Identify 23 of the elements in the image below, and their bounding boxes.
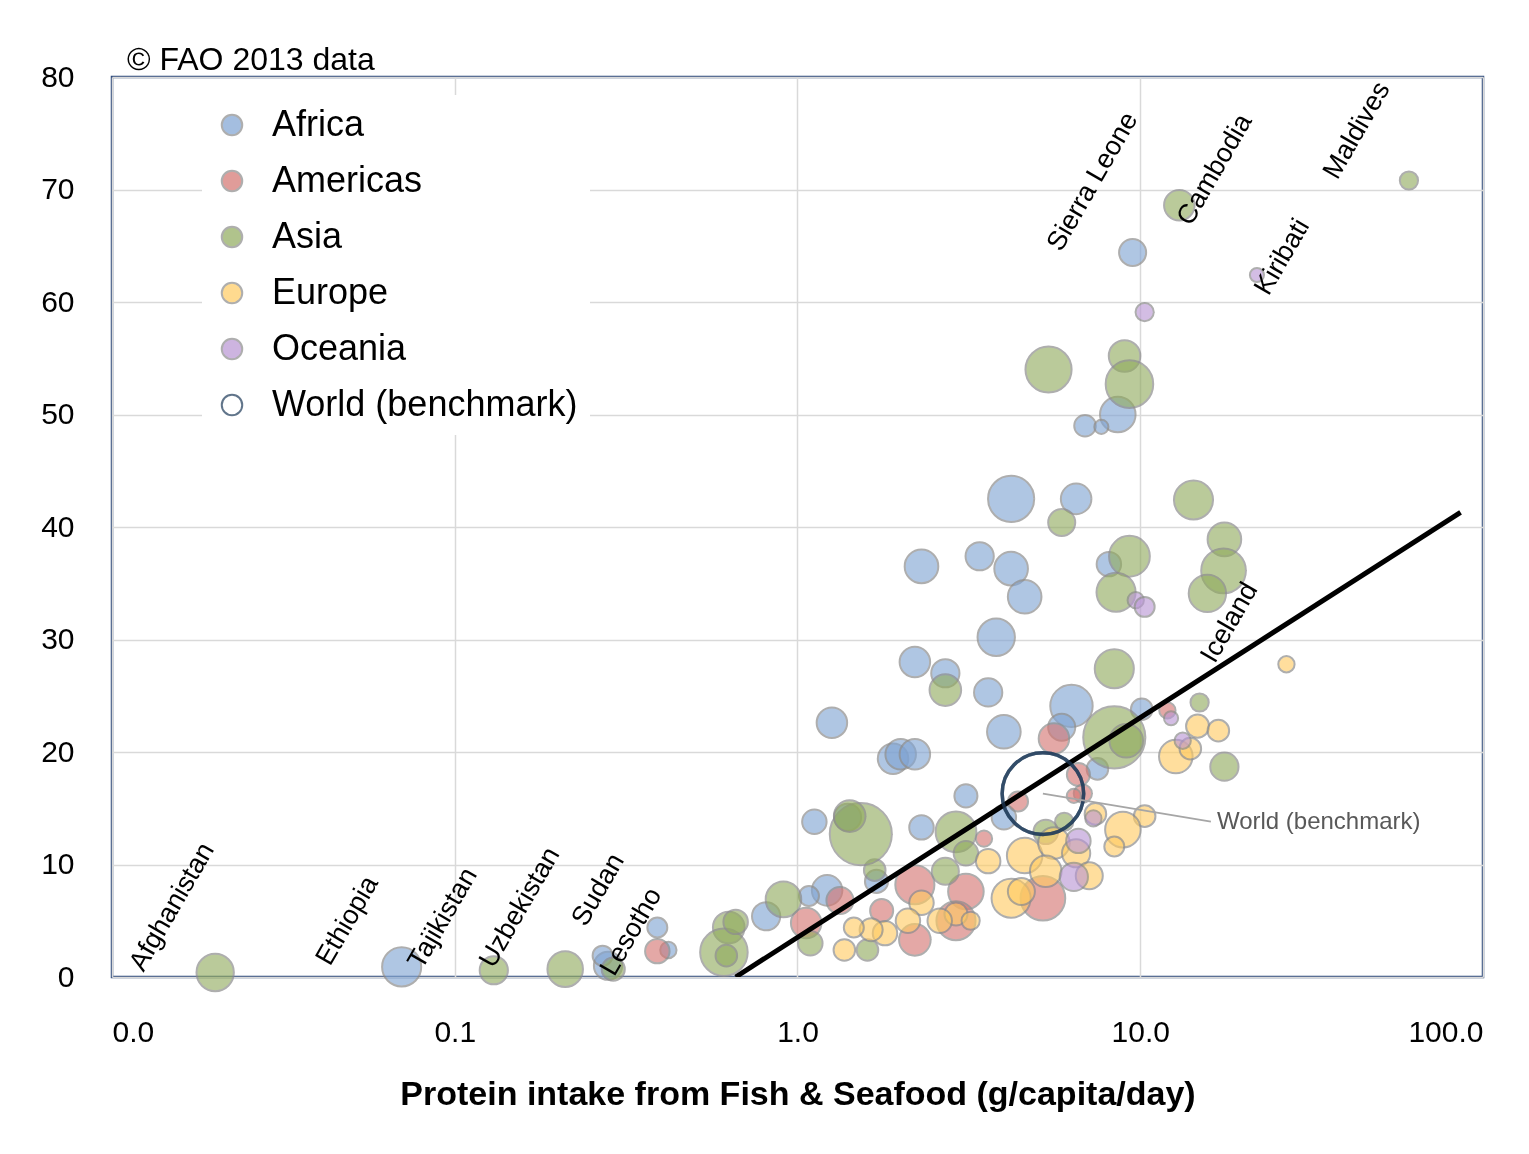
y-tick-label: 30 bbox=[41, 622, 75, 655]
legend-label: Oceania bbox=[272, 327, 408, 368]
x-tick-label: 100.0 bbox=[1408, 1014, 1484, 1048]
x-tick-label: 10.0 bbox=[1111, 1014, 1170, 1048]
y-tick-label: 20 bbox=[41, 734, 75, 768]
y-tick-label: 40 bbox=[41, 509, 75, 543]
y-tick-label: 50 bbox=[41, 397, 75, 430]
y-tick-label: 70 bbox=[41, 172, 75, 205]
legend-label: Europe bbox=[272, 271, 389, 312]
x-tick-label: 1.0 bbox=[777, 1014, 819, 1048]
annotation: World (benchmark) bbox=[1216, 806, 1421, 834]
legend-label: World (benchmark) bbox=[272, 383, 578, 424]
x-axis-title: Protein intake from Fish & Seafood (g/capita/day) bbox=[400, 1073, 1196, 1112]
text: © FAO 2013 data bbox=[127, 41, 375, 77]
legend-label: Asia bbox=[272, 215, 344, 256]
legend-label: Africa bbox=[272, 103, 365, 144]
y-tick-label: 0 bbox=[57, 959, 75, 993]
x-tick-label: 0.0 bbox=[112, 1014, 155, 1048]
y-tick-label: 10 bbox=[41, 847, 75, 880]
y-tick-label: 80 bbox=[41, 59, 75, 93]
y-tick-label: 60 bbox=[41, 284, 75, 318]
x-tick-label: 0.1 bbox=[434, 1014, 477, 1048]
legend-label: Americas bbox=[272, 159, 423, 200]
